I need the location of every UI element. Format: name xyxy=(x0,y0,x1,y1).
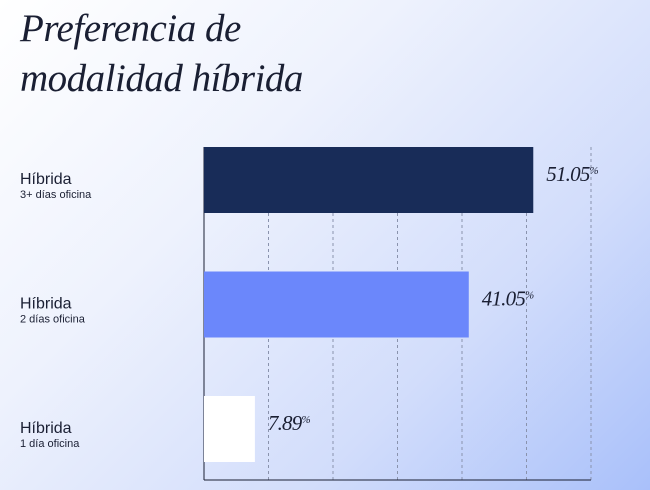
data-label-value: 7.89 xyxy=(268,411,303,435)
data-label-unit: % xyxy=(525,290,534,302)
chart-title: Preferencia de modalidad híbrida xyxy=(20,7,303,100)
bar xyxy=(204,396,255,462)
data-label-value: 51.05 xyxy=(546,162,590,186)
data-label-unit: % xyxy=(590,165,599,177)
data-label-unit: % xyxy=(301,414,310,426)
y-tick-label: Híbrida xyxy=(20,171,72,188)
data-label: 7.89% xyxy=(268,411,311,435)
y-tick-label: Híbrida xyxy=(20,420,72,437)
category-note: 2 días oficina xyxy=(20,314,86,326)
bar xyxy=(204,147,534,213)
category-note: 1 día oficina xyxy=(20,438,80,450)
y-tick-label: Híbrida xyxy=(20,296,72,313)
category-note: 3+ días oficina xyxy=(20,189,92,201)
data-label: 51.05% xyxy=(546,162,598,186)
bar xyxy=(204,271,469,338)
data-label-value: 41.05 xyxy=(482,287,526,311)
data-label: 41.05% xyxy=(482,287,534,311)
